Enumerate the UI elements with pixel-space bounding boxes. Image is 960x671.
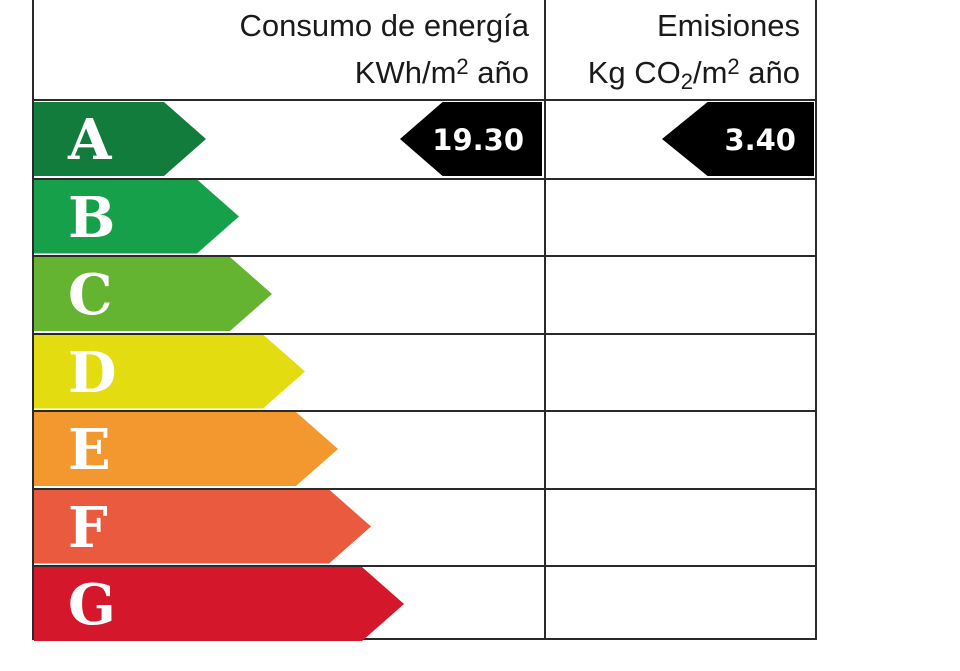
energy-header-title: Consumo de energía (239, 8, 529, 43)
emissions-badge: 3.40 (662, 102, 814, 176)
rating-letter-b: B (68, 184, 116, 251)
rating-letter-f: F (68, 494, 108, 561)
energy-consumption-badge: 19.30 (400, 102, 542, 176)
emissions-header: Emisiones Kg CO2/m2 año (545, 0, 816, 100)
column-divider (544, 0, 546, 638)
energy-label: Consumo de energía KWh/m2 año Emisiones … (32, 0, 817, 641)
rating-letter-a: A (68, 107, 112, 173)
rating-band-c: C (34, 257, 272, 331)
emissions-header-unit: Kg CO2/m2 año (587, 54, 800, 94)
row-divider (34, 332, 817, 335)
energy-consumption-badge-value: 19.30 (432, 123, 524, 157)
emissions-header-title: Emisiones (657, 8, 800, 43)
rating-band-e: E (34, 412, 338, 486)
rating-band-g: G (34, 567, 404, 641)
rating-letter-c: C (68, 262, 113, 328)
rating-band-b: B (34, 179, 239, 254)
rating-band-a: A (34, 102, 206, 176)
row-divider (34, 487, 817, 490)
rating-band-f: F (34, 489, 371, 564)
rating-band-d: D (34, 334, 305, 409)
energy-header-unit: KWh/m2 año (354, 54, 529, 90)
rating-letter-d: D (68, 339, 117, 406)
row-divider (34, 410, 817, 412)
row-divider (34, 255, 817, 257)
emissions-badge-value: 3.40 (724, 123, 796, 157)
energy-consumption-header: Consumo de energía KWh/m2 año (34, 0, 545, 100)
header-divider (34, 99, 817, 101)
row-divider (34, 565, 817, 567)
rating-letter-g: G (68, 572, 116, 638)
rating-letter-e: E (68, 417, 111, 483)
row-divider (34, 177, 817, 180)
